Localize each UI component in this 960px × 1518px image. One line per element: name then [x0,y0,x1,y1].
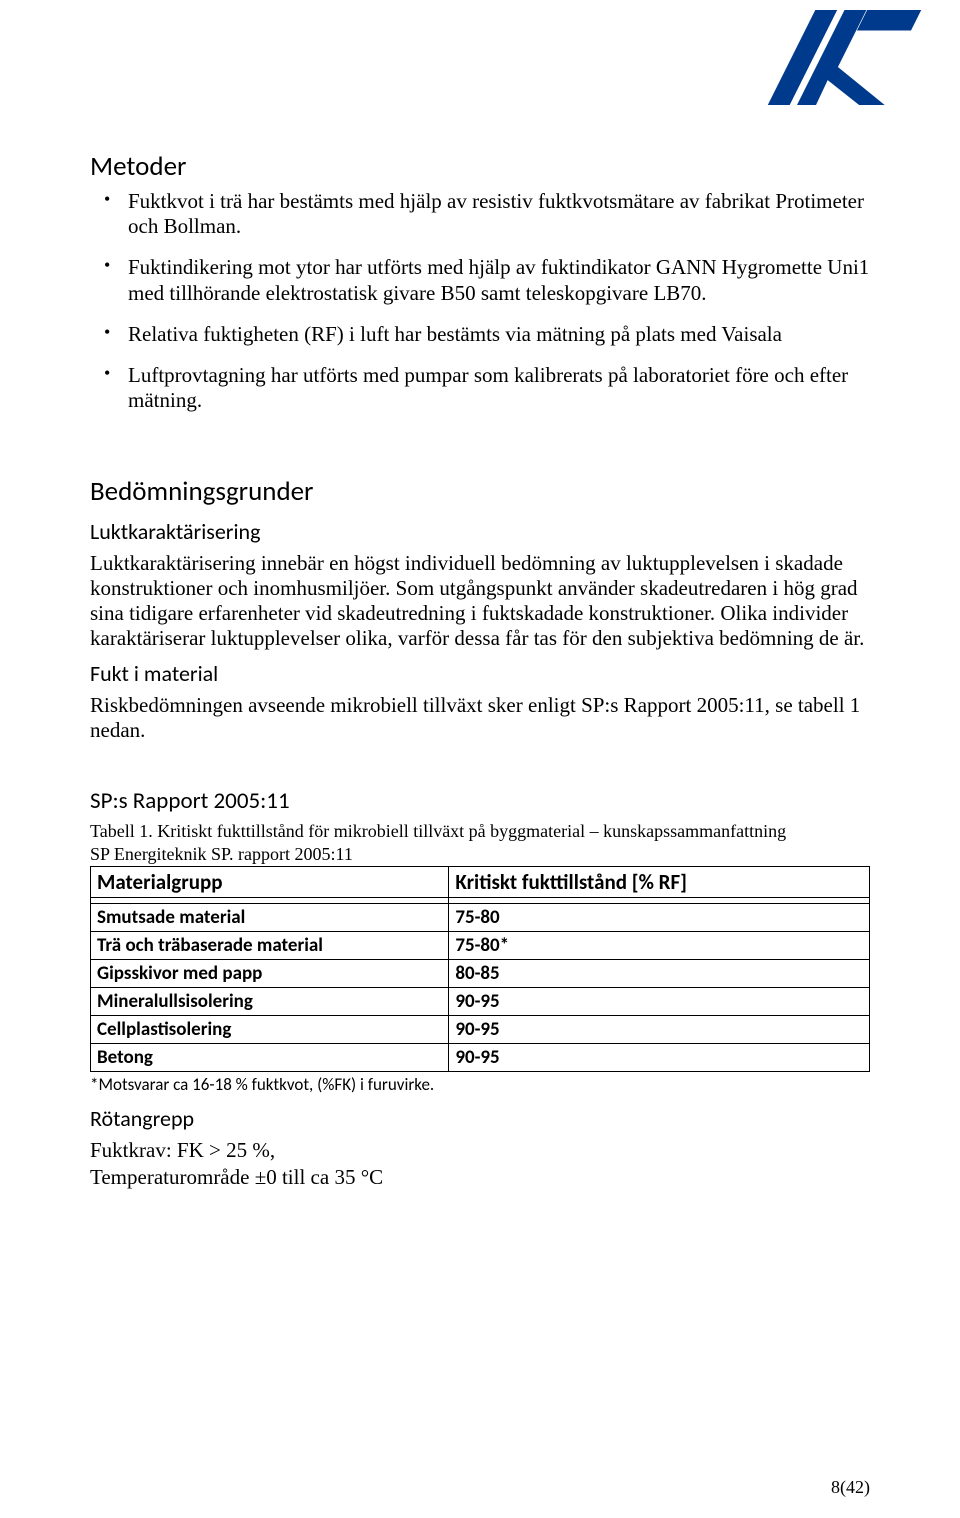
table-row: Trä och träbaserade material 75-80* [91,932,870,960]
cell-value: 90-95 [449,988,870,1016]
heading-sp-rapport: SP:s Rapport 2005:11 [90,787,870,815]
table-row: Mineralullsisolering 90-95 [91,988,870,1016]
paragraph-lukt: Luktkaraktärisering innebär en högst ind… [90,551,870,650]
heading-bedomningsgrunder: Bedömningsgrunder [90,475,870,508]
cell-value: 75-80* [449,932,870,960]
heading-rotangrepp: Rötangrepp [90,1105,870,1132]
cell-material: Mineralullsisolering [91,988,449,1016]
table-row: Gipsskivor med papp 80-85 [91,960,870,988]
list-item: Relativa fuktigheten (RF) i luft har bes… [90,322,870,347]
cell-material: Gipsskivor med papp [91,960,449,988]
list-item: Luftprovtagning har utförts med pumpar s… [90,363,870,413]
table-footnote: *Motsvarar ca 16-18 % fuktkvot, (%FK) i … [90,1074,870,1095]
cell-material: Smutsade material [91,904,449,932]
table-header-kritiskt: Kritiskt fukttillstånd [% RF] [449,867,870,898]
table-caption-line1: Tabell 1. Kritiskt fukttillstånd för mik… [90,821,870,842]
cell-value: 90-95 [449,1044,870,1072]
cell-material: Betong [91,1044,449,1072]
table-header-materialgrupp: Materialgrupp [91,867,449,898]
heading-luktkaraktarisering: Luktkaraktärisering [90,518,870,545]
heading-fukt-i-material: Fukt i material [90,660,870,687]
table-row: Smutsade material 75-80 [91,904,870,932]
cell-value: 90-95 [449,1016,870,1044]
page-number: 8(42) [831,1477,870,1498]
table-kritiskt-fukttillstand: Materialgrupp Kritiskt fukttillstånd [% … [90,866,870,1072]
bullet-list-metoder: Fuktkvot i trä har bestämts med hjälp av… [90,189,870,413]
cell-material: Cellplastisolering [91,1016,449,1044]
heading-metoder: Metoder [90,150,870,183]
paragraph-fukt: Riskbedömningen avseende mikrobiell till… [90,693,870,743]
list-item: Fuktindikering mot ytor har utförts med … [90,255,870,305]
cell-material: Trä och träbaserade material [91,932,449,960]
cell-value: 80-85 [449,960,870,988]
list-item: Fuktkvot i trä har bestämts med hjälp av… [90,189,870,239]
table-caption-line2: SP Energiteknik SP. rapport 2005:11 [90,844,870,865]
company-logo [767,10,922,105]
cell-value: 75-80 [449,904,870,932]
line-temperatur: Temperaturområde ±0 till ca 35 °C [90,1165,870,1190]
table-row: Cellplastisolering 90-95 [91,1016,870,1044]
table-row: Betong 90-95 [91,1044,870,1072]
line-fuktkrav: Fuktkrav: FK > 25 %, [90,1138,870,1163]
